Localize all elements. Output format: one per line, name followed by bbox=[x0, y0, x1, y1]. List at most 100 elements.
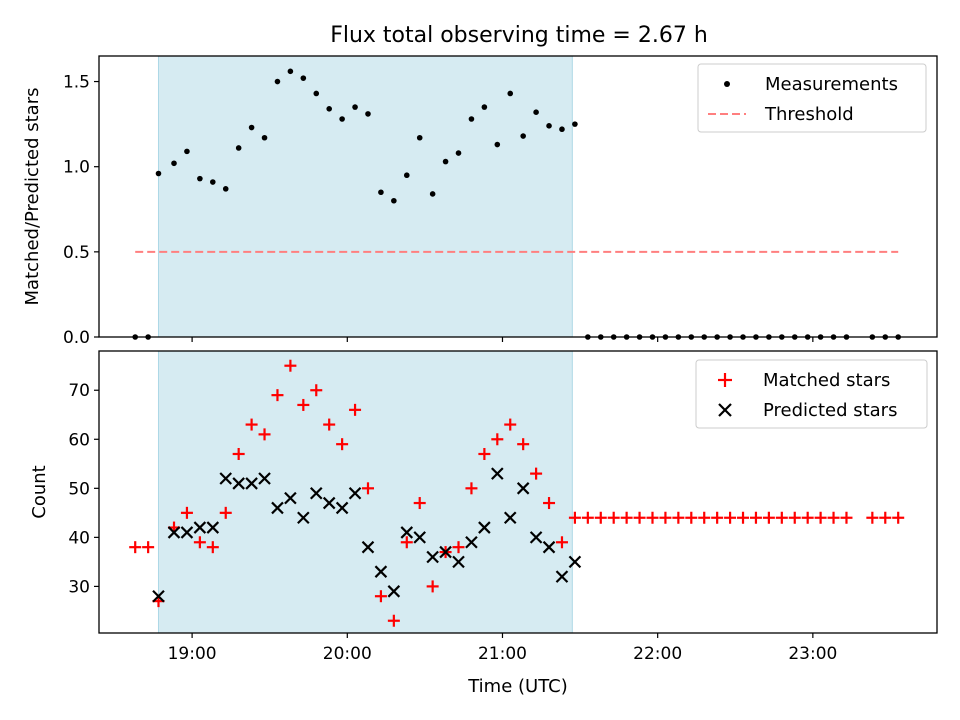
matched-star-point bbox=[724, 511, 737, 524]
predicted-star-point bbox=[284, 491, 297, 505]
matched-star-point bbox=[491, 433, 504, 446]
measurement-point bbox=[494, 141, 501, 148]
x-tick-label: 22:00 bbox=[633, 644, 682, 664]
predicted-star-point bbox=[206, 521, 220, 534]
predicted-star-point bbox=[542, 540, 556, 554]
measurement-point bbox=[352, 104, 358, 110]
matched-star-point bbox=[801, 511, 814, 524]
matched-star-point bbox=[814, 511, 827, 524]
measurement-point bbox=[222, 186, 229, 192]
measurement-point bbox=[546, 123, 552, 129]
predicted-star-point bbox=[180, 526, 194, 539]
matched-star-point bbox=[323, 418, 336, 431]
matched-star-point bbox=[788, 511, 801, 524]
top-y-tick-label: 0.0 bbox=[63, 328, 90, 348]
measurement-point bbox=[313, 90, 320, 97]
legend-threshold-label: Threshold bbox=[764, 104, 854, 125]
measurement-point bbox=[481, 104, 488, 110]
x-tick-label: 19:00 bbox=[168, 644, 217, 664]
measurement-point bbox=[287, 68, 294, 75]
predicted-stars-points bbox=[152, 467, 582, 603]
predicted-star-point bbox=[503, 511, 517, 525]
matched-star-point bbox=[594, 511, 607, 524]
matched-star-point bbox=[762, 511, 775, 524]
bottom-y-tick-label: 70 bbox=[68, 381, 90, 401]
bottom-legend-box bbox=[695, 359, 928, 429]
measurement-point bbox=[391, 197, 397, 204]
x-axis-label: Time (UTC) bbox=[467, 676, 568, 697]
measurement-point bbox=[403, 172, 410, 179]
measurement-point bbox=[171, 160, 177, 167]
predicted-star-point bbox=[413, 531, 426, 544]
matched-star-point bbox=[284, 359, 297, 372]
measurement-point bbox=[520, 133, 526, 139]
top-y-axis-label: Matched/Predicted stars bbox=[22, 88, 43, 306]
matched-star-point bbox=[530, 467, 543, 480]
matched-star-point bbox=[620, 511, 633, 524]
predicted-star-point bbox=[426, 550, 439, 564]
matched-star-point bbox=[685, 511, 698, 524]
predicted-star-point bbox=[193, 521, 207, 534]
chart-title: Flux total observing time = 2.67 h bbox=[330, 23, 708, 48]
predicted-star-point bbox=[478, 521, 491, 534]
matched-star-point bbox=[142, 541, 155, 554]
matched-star-point bbox=[646, 511, 659, 524]
matched-star-point bbox=[310, 384, 323, 397]
bottom-legend: Matched stars Predicted stars bbox=[695, 359, 928, 429]
predicted-star-point bbox=[529, 531, 543, 544]
matched-star-point bbox=[245, 418, 258, 431]
predicted-star-point bbox=[400, 526, 414, 539]
measurement-point bbox=[533, 109, 539, 115]
measurement-point bbox=[326, 105, 332, 112]
predicted-star-point bbox=[452, 555, 465, 569]
top-x-ticks bbox=[191, 337, 814, 342]
matched-star-point bbox=[698, 511, 711, 524]
matched-star-point bbox=[452, 541, 465, 554]
matched-star-point bbox=[426, 580, 439, 593]
measurement-point bbox=[261, 134, 268, 141]
measurement-point bbox=[468, 116, 475, 122]
matched-star-point bbox=[892, 511, 905, 524]
measurement-point bbox=[235, 145, 242, 151]
x-tick-label: 21:00 bbox=[478, 644, 527, 664]
matched-star-point bbox=[517, 438, 530, 451]
predicted-star-point bbox=[258, 472, 271, 485]
matched-star-point bbox=[258, 428, 271, 441]
measurement-point bbox=[210, 179, 216, 185]
top-y-tick-label: 1.5 bbox=[63, 73, 90, 93]
measurement-point bbox=[507, 90, 514, 97]
matched-star-point bbox=[297, 398, 310, 411]
predicted-star-point bbox=[322, 496, 336, 510]
matched-star-point bbox=[206, 541, 219, 554]
predicted-star-point bbox=[568, 555, 582, 569]
measurement-point bbox=[572, 121, 578, 127]
legend-predicted-label: Predicted stars bbox=[763, 400, 897, 421]
matched-star-point bbox=[478, 447, 491, 460]
bottom-y-tick-label: 40 bbox=[68, 528, 90, 548]
matched-star-point bbox=[336, 438, 349, 451]
legend-matched-marker bbox=[718, 373, 732, 387]
top-y-tick-label: 0.5 bbox=[63, 243, 90, 263]
top-observing-span bbox=[157, 55, 573, 338]
top-axes-frame bbox=[98, 55, 938, 338]
matched-star-point bbox=[775, 511, 788, 524]
bottom-axes-frame bbox=[98, 350, 938, 634]
matched-star-point bbox=[827, 511, 840, 524]
matched-star-point bbox=[659, 511, 672, 524]
matched-star-point bbox=[400, 536, 413, 549]
matched-star-point bbox=[349, 403, 362, 416]
matched-star-point bbox=[543, 497, 556, 510]
top-y-ticks: 0.0 0.5 1.0 1.5 bbox=[63, 73, 99, 348]
matched-star-point bbox=[555, 536, 568, 549]
measurement-points bbox=[132, 68, 902, 340]
bottom-y-axis-label: Count bbox=[29, 465, 50, 518]
matched-star-point bbox=[193, 536, 206, 549]
measurement-point bbox=[184, 148, 190, 155]
top-legend: Measurements Threshold bbox=[697, 63, 927, 133]
predicted-star-point bbox=[348, 486, 362, 500]
x-tick-label: 20:00 bbox=[323, 644, 372, 664]
matched-star-point bbox=[465, 482, 478, 495]
predicted-star-point bbox=[297, 511, 310, 525]
predicted-star-point bbox=[245, 477, 258, 490]
